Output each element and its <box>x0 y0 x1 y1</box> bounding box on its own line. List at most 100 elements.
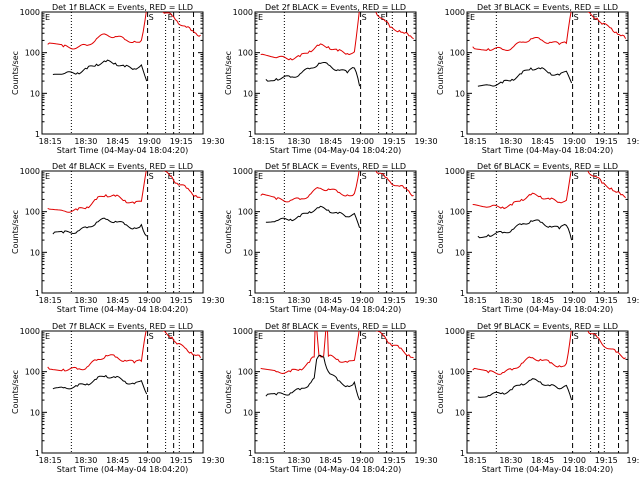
event-marker-e: E <box>168 172 173 181</box>
x-tick-label: 19:30 <box>414 137 437 146</box>
events-series-line <box>477 378 573 401</box>
x-axis-label: Start Time (04-May-04 18:04:20) <box>57 146 188 155</box>
event-marker-e: E <box>258 332 263 341</box>
y-tick-label: 10 <box>243 248 253 257</box>
y-tick-label: 1000 <box>233 167 253 176</box>
y-tick-label: 100 <box>238 368 253 377</box>
events-series-line <box>52 59 148 82</box>
panel-title: Det 3f BLACK = Events, RED = LLD <box>477 3 618 12</box>
y-axis-label: Counts/sec <box>224 51 233 95</box>
y-tick-label: 10 <box>30 89 40 98</box>
x-tick-label: 18:30 <box>74 137 97 146</box>
y-tick-label: 1 <box>35 289 40 298</box>
x-tick-label: 18:45 <box>106 456 129 465</box>
events-series-line <box>477 219 573 241</box>
y-tick-label: 100 <box>25 208 40 217</box>
events-series-line <box>52 217 148 237</box>
x-tick-label: 19:30 <box>626 456 640 465</box>
x-tick-label: 18:15 <box>39 137 62 146</box>
y-tick-label: 10 <box>243 89 253 98</box>
event-marker-e: E <box>381 332 386 341</box>
x-axis-label: Start Time (04-May-04 18:04:20) <box>57 305 188 314</box>
panel-det-5: Det 5f BLACK = Events, RED = LLD 1 10 100 10… <box>224 162 438 314</box>
x-tick-label: 19:15 <box>595 296 618 305</box>
panel-title: Det 1f BLACK = Events, RED = LLD <box>52 3 193 12</box>
x-tick-label: 18:30 <box>499 456 522 465</box>
event-marker-s: S <box>362 172 367 181</box>
x-tick-label: 18:45 <box>106 137 129 146</box>
lld-series-line <box>587 12 627 39</box>
y-tick-label: 100 <box>25 368 40 377</box>
lld-series-line <box>47 331 147 372</box>
x-tick-label: 18:45 <box>531 456 554 465</box>
x-tick-label: 18:30 <box>74 296 97 305</box>
x-tick-label: 18:30 <box>287 296 310 305</box>
x-tick-label: 18:45 <box>319 456 342 465</box>
event-marker-e: E <box>45 13 50 22</box>
lld-series-line <box>587 331 626 360</box>
event-marker-e: E <box>168 332 173 341</box>
panel-det-3: Det 3f BLACK = Events, RED = LLD 1 10 100 10… <box>436 3 640 155</box>
x-tick-label: 19:15 <box>383 456 406 465</box>
x-tick-label: 19:15 <box>595 456 618 465</box>
plot-frame <box>466 170 629 294</box>
x-tick-label: 19:00 <box>563 137 586 146</box>
x-tick-label: 18:15 <box>464 137 487 146</box>
x-tick-label: 18:15 <box>252 456 275 465</box>
y-tick-label: 1000 <box>20 327 40 336</box>
x-tick-label: 19:15 <box>383 296 406 305</box>
x-tick-label: 18:45 <box>319 296 342 305</box>
panel-title: Det 4f BLACK = Events, RED = LLD <box>52 162 193 171</box>
lld-series-line <box>260 331 360 375</box>
panel-det-2: Det 2f BLACK = Events, RED = LLD 1 10 100 10… <box>224 3 438 155</box>
y-axis-label: Counts/sec <box>436 51 445 95</box>
x-tick-label: 18:15 <box>464 456 487 465</box>
event-marker-s: S <box>574 13 579 22</box>
lld-series-line <box>47 171 147 213</box>
event-marker-e: E <box>258 13 263 22</box>
y-tick-label: 100 <box>450 208 465 217</box>
y-tick-label: 1 <box>35 130 40 139</box>
lld-series-line <box>375 171 414 197</box>
lld-series-line <box>162 171 201 199</box>
x-tick-label: 19:15 <box>383 137 406 146</box>
x-tick-label: 19:30 <box>626 296 640 305</box>
plot-frame <box>466 330 629 454</box>
lld-series-line <box>472 331 572 375</box>
y-tick-label: 100 <box>238 49 253 58</box>
lld-series-line <box>375 12 414 40</box>
x-tick-label: 18:45 <box>319 137 342 146</box>
panel-title: Det 5f BLACK = Events, RED = LLD <box>265 162 406 171</box>
x-tick-label: 19:00 <box>563 296 586 305</box>
x-axis-label: Start Time (04-May-04 18:04:20) <box>482 305 613 314</box>
event-marker-e: E <box>593 13 598 22</box>
x-tick-label: 18:30 <box>287 456 310 465</box>
event-marker-s: S <box>149 13 154 22</box>
x-tick-label: 18:45 <box>531 137 554 146</box>
lld-series-line <box>587 171 626 199</box>
x-axis-label: Start Time (04-May-04 18:04:20) <box>270 305 401 314</box>
event-marker-e: E <box>593 332 598 341</box>
events-series-line <box>52 374 148 395</box>
event-marker-s: S <box>574 332 579 341</box>
x-tick-label: 18:30 <box>499 296 522 305</box>
y-tick-label: 10 <box>243 408 253 417</box>
plot-frame <box>254 11 417 135</box>
y-tick-label: 1 <box>248 130 253 139</box>
lld-series-line <box>47 12 147 50</box>
x-tick-label: 19:15 <box>170 456 193 465</box>
y-tick-label: 1 <box>248 289 253 298</box>
x-tick-label: 18:15 <box>39 296 62 305</box>
panel-title: Det 8f BLACK = Events, RED = LLD <box>265 322 406 331</box>
y-tick-label: 10 <box>30 408 40 417</box>
x-tick-label: 18:30 <box>287 137 310 146</box>
x-tick-label: 18:15 <box>464 296 487 305</box>
lld-series-line <box>375 331 414 359</box>
panel-det-1: Det 1f BLACK = Events, RED = LLD 1 10 100 10… <box>11 3 225 155</box>
x-axis-label: Start Time (04-May-04 18:04:20) <box>482 465 613 474</box>
x-tick-label: 18:45 <box>106 296 129 305</box>
x-axis-label: Start Time (04-May-04 18:04:20) <box>57 465 188 474</box>
panel-title: Det 7f BLACK = Events, RED = LLD <box>52 322 193 331</box>
event-marker-e: E <box>381 172 386 181</box>
